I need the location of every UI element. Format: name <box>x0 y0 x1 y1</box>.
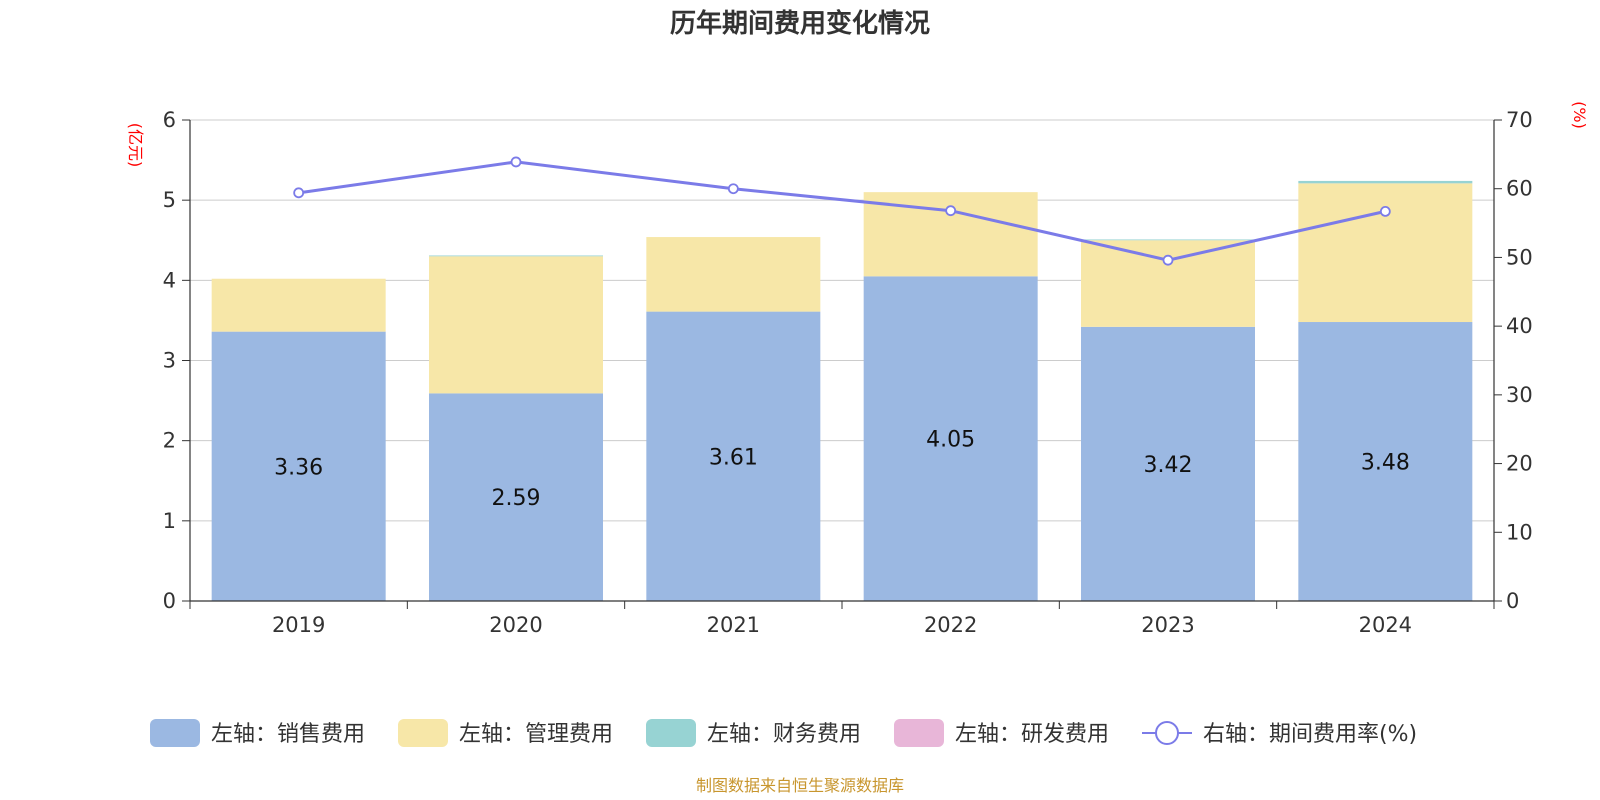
bar-segment <box>429 256 603 394</box>
x-tick-label: 2022 <box>924 613 977 637</box>
bar-segment <box>1081 326 1255 601</box>
bar-data-label: 3.48 <box>1361 451 1410 476</box>
right-tick-label: 0 <box>1506 589 1519 613</box>
rate-point <box>727 183 739 195</box>
legend-swatch <box>398 719 448 747</box>
x-tick-label: 2020 <box>489 613 542 637</box>
bar-segment <box>863 276 1038 601</box>
bar-data-label: 2.59 <box>492 486 541 511</box>
right-axis-unit: (%) <box>1570 101 1589 129</box>
x-tick-label: 2019 <box>272 613 325 637</box>
x-tick-label: 2023 <box>1141 613 1194 637</box>
x-tick-label: 2021 <box>707 613 760 637</box>
left-tick-label: 6 <box>163 108 176 132</box>
right-tick-label: 40 <box>1506 314 1533 338</box>
right-tick-label: 60 <box>1506 177 1533 201</box>
bar-segment <box>1298 183 1473 323</box>
bar-segment <box>1298 180 1473 184</box>
bar-segment <box>429 255 603 257</box>
source-note: 制图数据来自恒生聚源数据库 <box>696 776 904 795</box>
bars <box>211 180 1473 601</box>
bar-segment <box>1081 240 1255 327</box>
right-tick-label: 20 <box>1506 452 1533 476</box>
legend-marker <box>1155 721 1179 745</box>
right-tick-label: 30 <box>1506 383 1533 407</box>
right-tick-label: 70 <box>1506 108 1533 132</box>
legend-label: 左轴：管理费用 <box>459 722 613 747</box>
rate-line <box>293 156 1391 266</box>
legend-label: 左轴：研发费用 <box>955 722 1109 747</box>
bar-segment <box>429 393 603 601</box>
bar-data-label: 3.42 <box>1144 453 1193 478</box>
bar-data-label: 3.61 <box>709 445 758 470</box>
x-tick-label: 2024 <box>1359 613 1412 637</box>
right-tick-label: 50 <box>1506 245 1533 269</box>
legend-swatch <box>150 719 200 747</box>
legend: 左轴：销售费用 左轴：管理费用 左轴：财务费用 左轴：研发费用 右轴：期间费用率(%) <box>150 719 1417 747</box>
left-tick-label: 1 <box>163 509 176 533</box>
rate-point <box>1162 254 1174 266</box>
rate-point <box>510 156 522 168</box>
right-tick-label: 10 <box>1506 520 1533 544</box>
legend-label: 左轴：销售费用 <box>211 722 365 747</box>
left-axis-unit: (亿元) <box>126 123 145 168</box>
rate-point <box>1379 205 1391 217</box>
bar-data-label: 3.36 <box>274 455 323 480</box>
left-tick-label: 3 <box>163 349 176 373</box>
rate-point <box>945 205 957 217</box>
bar-segment <box>646 311 821 601</box>
legend-swatch <box>646 719 696 747</box>
legend-swatch <box>894 719 944 747</box>
legend-label: 左轴：财务费用 <box>707 722 861 747</box>
left-tick-label: 4 <box>163 268 176 292</box>
rate-point <box>293 187 305 199</box>
bar-segment <box>211 278 386 332</box>
bar-data-label: 4.05 <box>926 428 975 453</box>
bar-segment <box>211 331 386 601</box>
bar-segment <box>646 237 821 312</box>
legend-label: 右轴：期间费用率(%) <box>1203 722 1417 747</box>
left-tick-label: 5 <box>163 188 176 212</box>
chart-title: 历年期间费用变化情况 <box>670 8 930 39</box>
bar-segment <box>1298 322 1473 601</box>
bar-segment <box>1081 239 1255 241</box>
left-tick-label: 0 <box>163 589 176 613</box>
rate-line-path <box>298 160 1386 262</box>
data-labels: 3.36 2.59 3.61 4.05 3.42 3.48 <box>274 428 1410 512</box>
left-tick-label: 2 <box>163 429 176 453</box>
